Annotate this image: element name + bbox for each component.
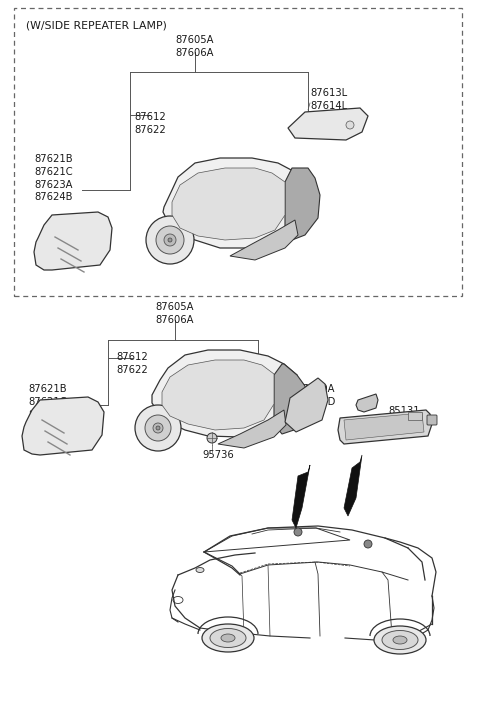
- Circle shape: [364, 540, 372, 548]
- Text: 85101: 85101: [388, 424, 420, 434]
- Ellipse shape: [393, 636, 407, 644]
- Polygon shape: [172, 168, 285, 240]
- Polygon shape: [274, 364, 308, 434]
- Text: 87650A
87660D: 87650A 87660D: [296, 384, 336, 407]
- Polygon shape: [230, 220, 298, 260]
- Polygon shape: [356, 394, 378, 412]
- Polygon shape: [285, 168, 320, 240]
- Polygon shape: [338, 410, 432, 444]
- Polygon shape: [22, 397, 104, 455]
- Circle shape: [294, 528, 302, 536]
- Polygon shape: [344, 455, 362, 516]
- Polygon shape: [285, 378, 328, 432]
- Bar: [408, 412, 422, 420]
- Circle shape: [146, 216, 194, 264]
- Ellipse shape: [210, 629, 246, 647]
- Polygon shape: [288, 108, 368, 140]
- Polygon shape: [162, 360, 274, 430]
- Text: 87621B
87621C
87623A
87624B: 87621B 87621C 87623A 87624B: [28, 384, 67, 432]
- Text: 87605A
87606A: 87605A 87606A: [176, 35, 214, 58]
- Text: 87605A
87606A: 87605A 87606A: [156, 302, 194, 325]
- Circle shape: [153, 423, 163, 433]
- Text: 85131: 85131: [388, 406, 420, 416]
- Text: 87612
87622: 87612 87622: [134, 112, 166, 135]
- Circle shape: [168, 238, 172, 242]
- Circle shape: [156, 226, 184, 254]
- FancyBboxPatch shape: [427, 415, 437, 425]
- Bar: [14, 8, 462, 296]
- Circle shape: [164, 234, 176, 246]
- Text: 87621B
87621C
87623A
87624B: 87621B 87621C 87623A 87624B: [34, 154, 72, 202]
- Text: 87613L
87614L: 87613L 87614L: [310, 88, 347, 111]
- Polygon shape: [152, 350, 297, 437]
- Text: 87612
87622: 87612 87622: [116, 352, 148, 375]
- Circle shape: [156, 426, 160, 430]
- Ellipse shape: [374, 626, 426, 654]
- Polygon shape: [218, 410, 286, 448]
- Ellipse shape: [221, 634, 235, 642]
- Text: (W/SIDE REPEATER LAMP): (W/SIDE REPEATER LAMP): [26, 20, 167, 30]
- Polygon shape: [34, 212, 112, 270]
- Text: 95736: 95736: [202, 450, 234, 460]
- Ellipse shape: [202, 624, 254, 652]
- Circle shape: [135, 405, 181, 451]
- Circle shape: [145, 415, 171, 441]
- Polygon shape: [344, 413, 424, 440]
- Polygon shape: [292, 465, 310, 528]
- Circle shape: [346, 121, 354, 129]
- Circle shape: [207, 433, 217, 443]
- Ellipse shape: [196, 567, 204, 572]
- Ellipse shape: [382, 631, 418, 649]
- Polygon shape: [163, 158, 308, 248]
